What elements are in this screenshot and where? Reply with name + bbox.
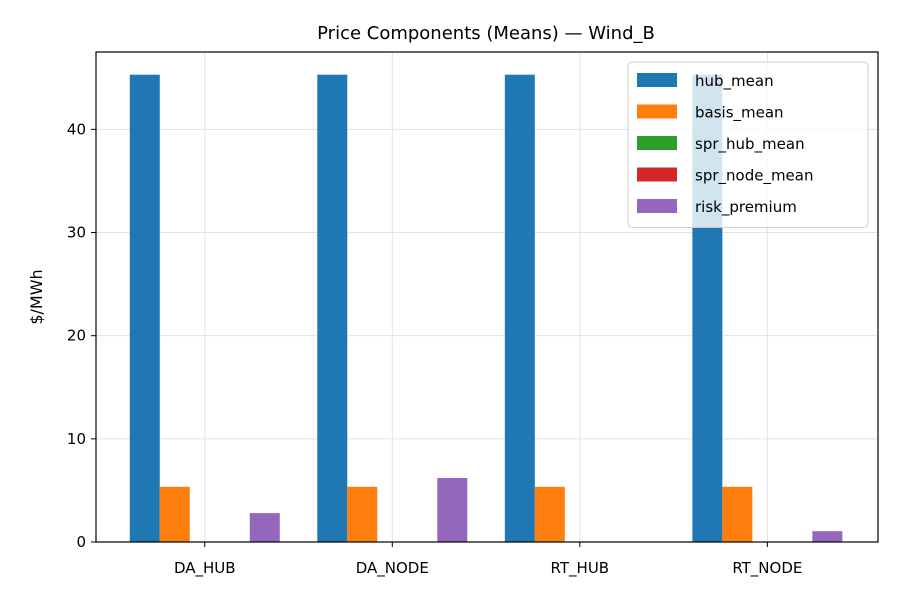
bar-risk_premium-DA_NODE bbox=[437, 478, 468, 542]
bar-hub_mean-DA_NODE bbox=[317, 74, 348, 543]
y-tick-label: 40 bbox=[67, 120, 86, 138]
legend-swatch-spr_hub_mean bbox=[637, 136, 677, 150]
legend-box bbox=[627, 61, 869, 228]
legend-label: basis_mean bbox=[695, 104, 784, 123]
bars bbox=[129, 74, 843, 543]
y-tick-label: 0 bbox=[76, 533, 86, 551]
plot-frame bbox=[95, 51, 879, 543]
legend-swatch-hub_mean bbox=[637, 73, 677, 87]
legend-swatch-basis_mean bbox=[637, 104, 677, 119]
bar-risk_premium-DA_HUB bbox=[249, 513, 280, 542]
y-axis-label: $/MWh bbox=[27, 269, 46, 324]
legend-label: hub_mean bbox=[695, 72, 774, 91]
y-tick-label: 10 bbox=[67, 430, 86, 448]
y-ticks: 0 10 20 30 40 bbox=[67, 120, 96, 551]
bar-hub_mean-RT_HUB bbox=[504, 74, 535, 543]
bar-basis_mean-DA_HUB bbox=[159, 486, 190, 542]
legend-label: risk_premium bbox=[695, 198, 797, 217]
legend: hub_mean basis_mean spr_hub_mean spr_node_m… bbox=[627, 61, 869, 228]
x-tick-label: DA_NODE bbox=[356, 559, 429, 578]
bar-hub_mean-DA_HUB bbox=[129, 74, 160, 543]
bar-basis_mean-DA_NODE bbox=[347, 486, 378, 542]
x-tick-label: DA_HUB bbox=[174, 559, 236, 578]
legend-label: spr_node_mean bbox=[695, 167, 813, 186]
x-tick-label: RT_HUB bbox=[551, 559, 610, 578]
legend-swatch-risk_premium bbox=[637, 199, 677, 213]
x-tick-label: RT_NODE bbox=[732, 559, 802, 578]
bar-basis_mean-RT_NODE bbox=[722, 486, 753, 542]
legend-label: spr_hub_mean bbox=[695, 135, 805, 154]
y-tick-label: 30 bbox=[67, 224, 86, 242]
y-tick-label: 20 bbox=[67, 327, 86, 345]
bar-basis_mean-RT_HUB bbox=[534, 486, 565, 542]
legend-swatch-spr_node_mean bbox=[637, 167, 677, 182]
chart-title: Price Components (Means) — Wind_B bbox=[317, 23, 655, 44]
x-ticks: DA_HUB DA_NODE RT_HUB RT_NODE bbox=[174, 542, 802, 578]
bar-risk_premium-RT_NODE bbox=[812, 531, 843, 542]
